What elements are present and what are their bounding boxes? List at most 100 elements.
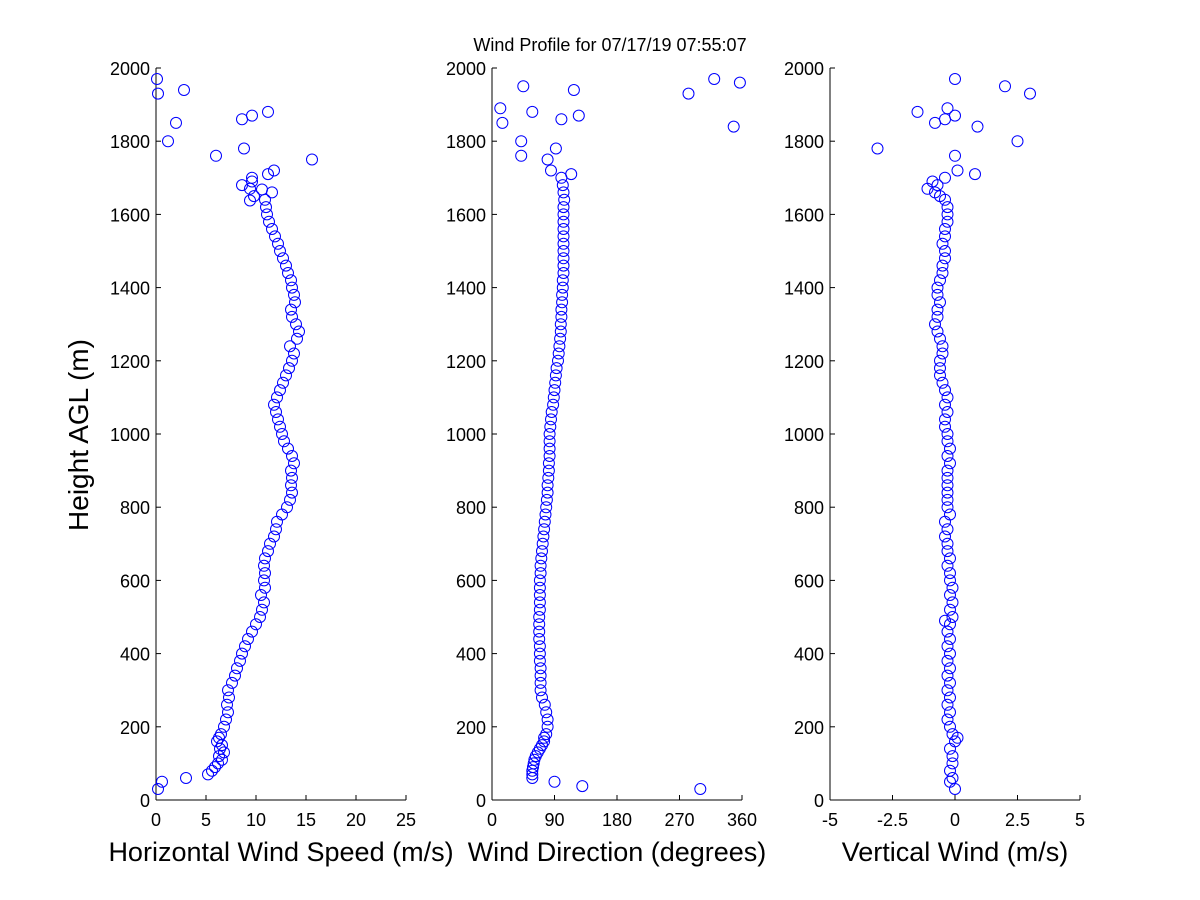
data-point [178, 84, 190, 96]
data-point [929, 116, 941, 129]
data-point [556, 281, 569, 294]
data-point [284, 340, 296, 353]
y-tick-label: 800 [794, 498, 824, 518]
height-axis-label: Height AGL (m) [63, 339, 94, 531]
data-point [557, 259, 570, 272]
data-point [264, 537, 276, 550]
data-point [557, 230, 570, 243]
data-point [944, 457, 956, 470]
data-point [543, 442, 556, 455]
data-point [246, 171, 258, 184]
data-point [931, 179, 944, 192]
x-tick-label: -2.5 [877, 810, 908, 830]
data-point [871, 142, 884, 155]
data-point [939, 252, 951, 265]
data-point [944, 647, 956, 660]
data-point [170, 116, 182, 129]
data-point [934, 369, 946, 382]
data-point [949, 149, 961, 162]
data-point [549, 142, 562, 155]
data-point [929, 318, 941, 331]
data-point [286, 310, 298, 323]
data-point [944, 742, 956, 755]
data-point [538, 523, 551, 536]
data-point [941, 684, 954, 697]
data-point [557, 267, 570, 279]
data-point [941, 713, 954, 726]
data-point [931, 303, 944, 316]
y-tick-label: 200 [456, 718, 486, 738]
x-tick-label: 10 [246, 810, 266, 830]
data-point [285, 464, 297, 477]
data-point [939, 398, 951, 411]
data-point [944, 691, 956, 704]
data-point [944, 589, 956, 601]
y-tick-label: 1600 [446, 205, 486, 225]
data-point [944, 574, 956, 587]
data-point [229, 669, 241, 682]
data-point [554, 318, 567, 331]
data-point [271, 515, 283, 528]
data-point [151, 73, 163, 85]
data-point [548, 384, 561, 397]
data-point [282, 442, 294, 455]
y-tick-label: 0 [140, 791, 150, 811]
data-point [220, 713, 232, 726]
data-point [544, 420, 557, 433]
data-point [531, 746, 544, 759]
data-point [543, 450, 556, 462]
data-point [533, 611, 546, 623]
data-point [556, 296, 569, 309]
data-point [936, 267, 949, 279]
data-point [934, 332, 946, 345]
x-tick-label: 180 [602, 810, 632, 830]
data-point [221, 698, 233, 711]
data-point [543, 428, 556, 440]
data-point [944, 552, 956, 565]
data-point [999, 80, 1011, 93]
data-point [496, 116, 509, 129]
x-tick-label: -5 [822, 810, 838, 830]
data-point [534, 559, 547, 572]
data-point [306, 153, 318, 166]
y-tick-label: 400 [120, 645, 150, 665]
data-point [941, 559, 954, 572]
x-axis-label-speed: Horizontal Wind Speed (m/s) [108, 837, 453, 867]
data-point [272, 237, 284, 250]
data-point [218, 720, 230, 733]
data-point [555, 303, 568, 316]
data-point [553, 340, 566, 353]
data-point [536, 545, 548, 558]
data-point [944, 603, 956, 616]
data-point [239, 640, 251, 653]
y-tick-label: 600 [120, 571, 150, 591]
data-point [276, 428, 288, 440]
data-point [549, 376, 562, 389]
x-tick-label: 270 [664, 810, 694, 830]
data-point [206, 764, 218, 777]
data-point [552, 354, 564, 367]
data-point [156, 775, 168, 788]
data-point [554, 332, 567, 345]
data-point [949, 735, 961, 748]
data-point [941, 640, 954, 653]
data-point [263, 215, 275, 228]
data-point [557, 215, 570, 228]
data-point [270, 406, 282, 418]
panel-horizontal-speed: 0 200 400 600 800 1000 1200 1400 1600 1800 2000 0 5 1… [108, 59, 453, 867]
y-tick-label: 1200 [446, 352, 486, 372]
data-point [694, 783, 707, 795]
data-point [152, 87, 164, 100]
y-tick-label: 800 [120, 498, 150, 518]
data-point [222, 706, 234, 719]
data-point [944, 567, 956, 580]
data-point [285, 479, 297, 492]
data-point [944, 633, 956, 645]
data-point [534, 662, 547, 675]
data-point [1011, 135, 1024, 148]
data-point [708, 73, 721, 85]
data-point [556, 288, 569, 301]
data-point [534, 567, 547, 580]
data-point [542, 471, 555, 484]
data-point [515, 135, 528, 148]
